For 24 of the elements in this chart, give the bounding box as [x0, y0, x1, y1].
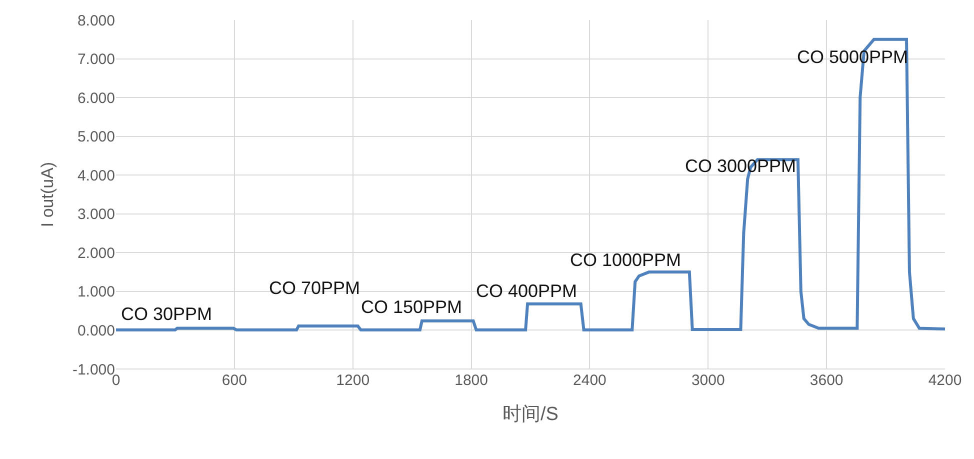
y-tick-label: 1.000 — [77, 284, 115, 301]
y-tick-label: 0.000 — [77, 322, 115, 340]
y-tick-label: 4.000 — [77, 167, 115, 184]
line-series — [116, 38, 945, 332]
y-axis-title: I out(uA) — [38, 162, 58, 228]
y-tick-label: 6.000 — [77, 90, 115, 107]
y-tick-label: 3.000 — [77, 206, 115, 224]
x-tick-label: 1800 — [454, 372, 488, 389]
annotation: CO 400PPM — [476, 281, 578, 301]
annotation: CO 70PPM — [269, 278, 360, 298]
y-tick-label: 8.000 — [77, 12, 115, 30]
y-tick-label: 5.000 — [77, 128, 115, 146]
annotation: CO 1000PPM — [570, 250, 682, 270]
x-tick-label: 4200 — [928, 372, 962, 389]
annotation: CO 30PPM — [121, 304, 212, 324]
x-tick-label: 3000 — [691, 372, 725, 389]
x-tick-label: 3600 — [810, 372, 844, 389]
x-tick-label: 600 — [222, 372, 247, 389]
annotation: CO 150PPM — [361, 297, 462, 317]
y-tick-label: 2.000 — [77, 244, 115, 262]
x-axis-title: 时间/S — [502, 404, 558, 425]
y-tick-label: 7.000 — [77, 51, 115, 68]
x-tick-label: 2400 — [573, 372, 606, 389]
x-tick-label: 1200 — [336, 372, 370, 389]
